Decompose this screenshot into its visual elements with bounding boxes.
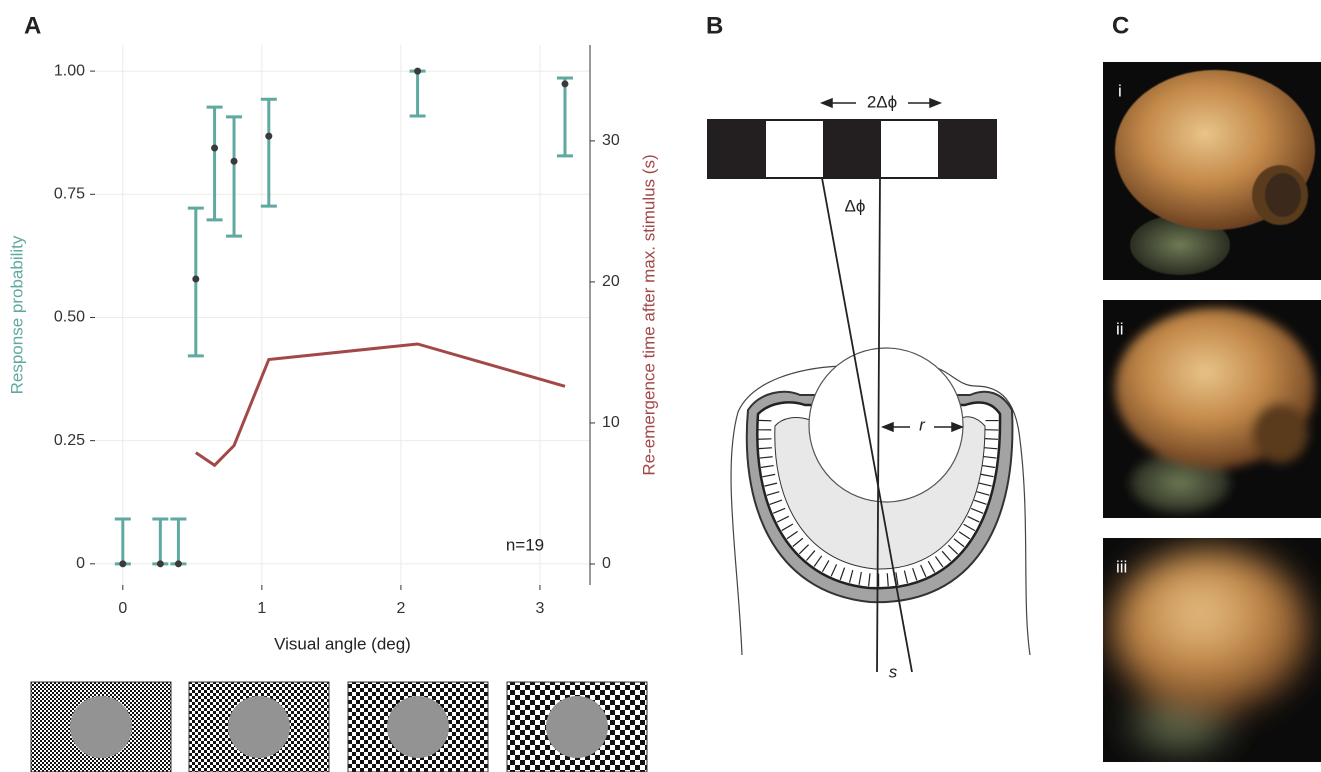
error-bar	[226, 115, 243, 238]
photo	[1103, 300, 1321, 518]
point	[192, 275, 200, 283]
y-tick-label: 0.50	[54, 309, 85, 326]
stimulus-disc	[387, 696, 449, 758]
photo-label: iii	[1116, 557, 1127, 576]
point	[174, 560, 182, 568]
point	[265, 132, 273, 140]
panel-label: B	[706, 12, 723, 39]
line	[194, 342, 566, 468]
x-tick-label: 2	[396, 600, 405, 617]
panel-label: C	[1112, 12, 1129, 39]
stimulus-disc	[228, 696, 290, 758]
period-label: 2Δϕ	[867, 92, 897, 111]
y-axis-title: Response probability	[7, 235, 26, 394]
x-axis-title: Visual angle (deg)	[274, 634, 411, 653]
period-arrow	[819, 97, 943, 109]
stripe	[938, 120, 996, 178]
stimulus-disc	[70, 696, 132, 758]
stripe	[708, 120, 766, 178]
photo-label: ii	[1116, 319, 1124, 338]
photos: C i ii iii	[1103, 12, 1321, 762]
y2-tick-label: 30	[602, 132, 620, 149]
ray	[876, 177, 881, 673]
angle-label: Δϕ	[845, 196, 866, 215]
y-tick-label: 0.25	[54, 432, 85, 449]
stripe	[766, 120, 823, 178]
radius-label: r	[919, 415, 926, 434]
radius-arrow	[880, 421, 965, 433]
panel-label: A	[24, 12, 41, 39]
x-tick-label: 1	[257, 600, 266, 617]
body-outline	[730, 365, 1031, 656]
point	[211, 144, 219, 152]
photo	[1103, 62, 1321, 280]
photo-label: i	[1118, 81, 1122, 100]
eye-diagram: B 2Δϕ Δϕ r s	[706, 12, 1031, 681]
stimuli	[30, 681, 648, 772]
grating-border	[707, 119, 997, 179]
y-tick-label: 1.00	[54, 62, 85, 79]
point	[156, 560, 164, 568]
y2-axis-title: Re-emergence time after max. stimulus (s…	[639, 154, 658, 475]
point	[119, 560, 127, 568]
error-bar	[206, 105, 223, 222]
y2-tick-label: 20	[602, 273, 620, 290]
y2-tick-label: 0	[602, 555, 611, 572]
point	[561, 80, 569, 88]
error-bar	[556, 76, 573, 158]
annotation: n=19	[506, 535, 544, 554]
ray	[821, 177, 913, 673]
stripe	[823, 120, 881, 178]
photo	[1103, 538, 1321, 762]
point	[230, 157, 238, 165]
y2-tick-label: 10	[602, 414, 620, 431]
point	[414, 67, 422, 75]
y-tick-label: 0	[76, 555, 85, 572]
stripe	[881, 120, 938, 178]
x-tick-label: 0	[118, 600, 127, 617]
distance-label: s	[889, 662, 898, 681]
plot-background	[95, 45, 590, 585]
x-tick-label: 3	[535, 600, 544, 617]
error-bar	[260, 97, 277, 208]
y-tick-label: 0.75	[54, 186, 85, 203]
stimulus-disc	[546, 696, 608, 758]
